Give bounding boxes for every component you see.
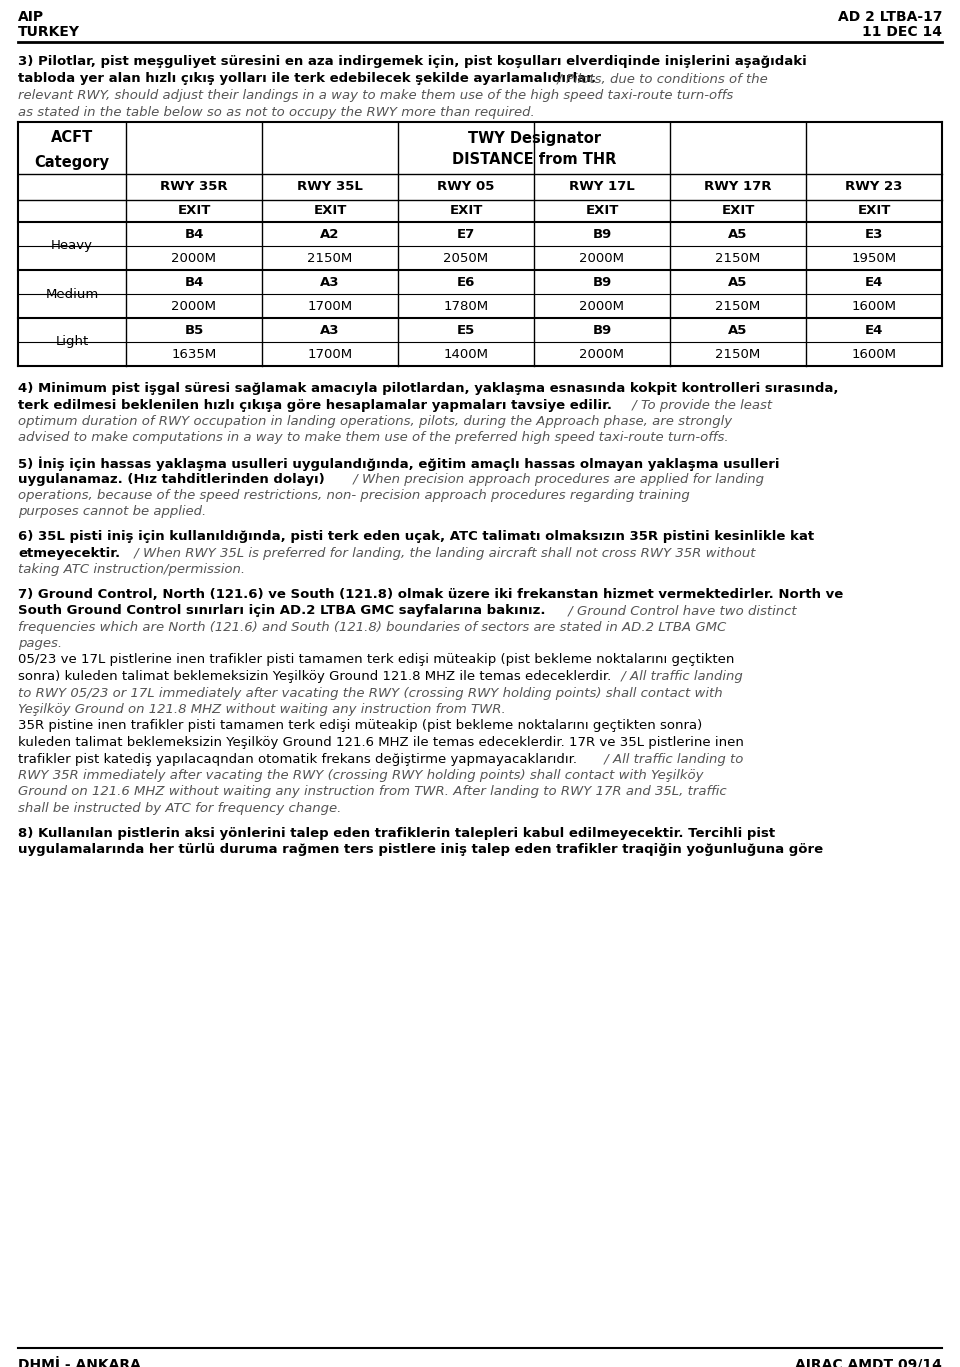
Text: 2150M: 2150M <box>307 252 352 264</box>
Text: 1700M: 1700M <box>307 299 352 313</box>
Text: 2150M: 2150M <box>715 299 760 313</box>
Text: EXIT: EXIT <box>857 205 891 217</box>
Text: EXIT: EXIT <box>178 205 210 217</box>
Text: / When RWY 35L is preferred for landing, the landing aircraft shall not cross RW: / When RWY 35L is preferred for landing,… <box>130 547 756 559</box>
Text: 7) Ground Control, North (121.6) ve South (121.8) olmak üzere iki frekanstan hiz: 7) Ground Control, North (121.6) ve Sout… <box>18 588 843 600</box>
Text: DISTANCE from THR: DISTANCE from THR <box>452 152 616 167</box>
Text: B9: B9 <box>592 227 612 241</box>
Text: AIRAC AMDT 09/14: AIRAC AMDT 09/14 <box>795 1357 942 1367</box>
Text: B9: B9 <box>592 324 612 336</box>
Text: / When precision approach procedures are applied for landing: / When precision approach procedures are… <box>349 473 764 485</box>
Text: A5: A5 <box>729 324 748 336</box>
Text: taking ATC instruction/permission.: taking ATC instruction/permission. <box>18 563 245 576</box>
Text: E3: E3 <box>865 227 883 241</box>
Text: 2150M: 2150M <box>715 347 760 361</box>
Text: 2000M: 2000M <box>172 252 217 264</box>
Text: Category: Category <box>35 154 109 170</box>
Text: / Ground Control have two distinct: / Ground Control have two distinct <box>564 604 797 617</box>
Text: 2000M: 2000M <box>580 299 625 313</box>
Text: Light: Light <box>56 335 88 349</box>
Text: TURKEY: TURKEY <box>18 25 80 40</box>
Text: uygulamalarında her türlü duruma rağmen ters pistlere iniş talep eden trafikler : uygulamalarında her türlü duruma rağmen … <box>18 843 823 856</box>
Text: 11 DEC 14: 11 DEC 14 <box>862 25 942 40</box>
Text: sonra) kuleden talimat beklemeksizin Yeşilköy Ground 121.8 MHZ ile temas edecekl: sonra) kuleden talimat beklemeksizin Yeş… <box>18 670 612 684</box>
Text: A3: A3 <box>321 276 340 288</box>
Text: DHMİ - ANKARA: DHMİ - ANKARA <box>18 1357 141 1367</box>
Text: E7: E7 <box>457 227 475 241</box>
Text: 2150M: 2150M <box>715 252 760 264</box>
Text: AIP: AIP <box>18 10 44 25</box>
Text: 6) 35L pisti iniş için kullanıldığında, pisti terk eden uçak, ATC talimatı olmak: 6) 35L pisti iniş için kullanıldığında, … <box>18 530 814 543</box>
Text: South Ground Control sınırları için AD.2 LTBA GMC sayfalarına bakınız.: South Ground Control sınırları için AD.2… <box>18 604 545 617</box>
Text: kuleden talimat beklemeksizin Yeşilköy Ground 121.6 MHZ ile temas edeceklerdir. : kuleden talimat beklemeksizin Yeşilköy G… <box>18 735 744 749</box>
Text: 1600M: 1600M <box>852 299 897 313</box>
Text: B9: B9 <box>592 276 612 288</box>
Text: 2000M: 2000M <box>580 252 625 264</box>
Text: 35R pistine inen trafikler pisti tamamen terk edişi müteakip (pist bekleme nokta: 35R pistine inen trafikler pisti tamamen… <box>18 719 703 733</box>
Text: Medium: Medium <box>45 287 99 301</box>
Text: E5: E5 <box>457 324 475 336</box>
Text: / All traffic landing to: / All traffic landing to <box>600 752 743 766</box>
Text: frequencies which are North (121.6) and South (121.8) boundaries of sectors are : frequencies which are North (121.6) and … <box>18 621 727 633</box>
Text: RWY 17R: RWY 17R <box>705 180 772 194</box>
Text: 2000M: 2000M <box>172 299 217 313</box>
Text: optimum duration of RWY occupation in landing operations, pilots, during the App: optimum duration of RWY occupation in la… <box>18 416 732 428</box>
Text: RWY 17L: RWY 17L <box>569 180 635 194</box>
Text: purposes cannot be applied.: purposes cannot be applied. <box>18 506 206 518</box>
Text: A3: A3 <box>321 324 340 336</box>
Text: B4: B4 <box>184 227 204 241</box>
Text: RWY 35L: RWY 35L <box>297 180 363 194</box>
Text: / Pilots, due to conditions of the: / Pilots, due to conditions of the <box>553 72 768 85</box>
Text: RWY 23: RWY 23 <box>846 180 902 194</box>
Text: 1780M: 1780M <box>444 299 489 313</box>
Text: shall be instructed by ATC for frequency change.: shall be instructed by ATC for frequency… <box>18 802 342 815</box>
Text: 4) Minimum pist işgal süresi sağlamak amacıyla pilotlardan, yaklaşma esnasında k: 4) Minimum pist işgal süresi sağlamak am… <box>18 381 838 395</box>
Text: EXIT: EXIT <box>721 205 755 217</box>
Text: 5) İniş için hassas yaklaşma usulleri uygulandığında, eğitim amaçlı hassas olmay: 5) İniş için hassas yaklaşma usulleri uy… <box>18 457 780 470</box>
Text: EXIT: EXIT <box>449 205 483 217</box>
Text: Heavy: Heavy <box>51 239 93 253</box>
Text: relevant RWY, should adjust their landings in a way to make them use of the high: relevant RWY, should adjust their landin… <box>18 89 733 103</box>
Text: 2050M: 2050M <box>444 252 489 264</box>
Text: E4: E4 <box>865 276 883 288</box>
Text: 1700M: 1700M <box>307 347 352 361</box>
Text: 2000M: 2000M <box>580 347 625 361</box>
Text: ACFT: ACFT <box>51 130 93 145</box>
Text: E4: E4 <box>865 324 883 336</box>
Text: advised to make computations in a way to make them use of the preferred high spe: advised to make computations in a way to… <box>18 432 729 444</box>
Text: 3) Pilotlar, pist meşguliyet süresini en aza indirgemek için, pist koşulları elv: 3) Pilotlar, pist meşguliyet süresini en… <box>18 55 806 68</box>
Text: trafikler pist katediş yapılacaqndan otomatik frekans değiştirme yapmayacaklarıd: trafikler pist katediş yapılacaqndan oto… <box>18 752 577 766</box>
Text: A5: A5 <box>729 227 748 241</box>
Text: tabloda yer alan hızlı çıkış yolları ile terk edebilecek şekilde ayarlamalıdırla: tabloda yer alan hızlı çıkış yolları ile… <box>18 72 596 85</box>
Text: TWY Designator: TWY Designator <box>468 130 601 145</box>
Text: 1600M: 1600M <box>852 347 897 361</box>
Text: as stated in the table below so as not to occupy the RWY more than required.: as stated in the table below so as not t… <box>18 107 535 119</box>
Text: 1635M: 1635M <box>172 347 217 361</box>
Text: EXIT: EXIT <box>586 205 618 217</box>
Text: etmeyecektir.: etmeyecektir. <box>18 547 120 559</box>
Text: Ground on 121.6 MHZ without waiting any instruction from TWR. After landing to R: Ground on 121.6 MHZ without waiting any … <box>18 786 727 798</box>
Text: 05/23 ve 17L pistlerine inen trafikler pisti tamamen terk edişi müteakip (pist b: 05/23 ve 17L pistlerine inen trafikler p… <box>18 653 734 667</box>
Text: pages.: pages. <box>18 637 62 649</box>
Text: operations, because of the speed restrictions, non- precision approach procedure: operations, because of the speed restric… <box>18 489 689 502</box>
Text: Yeşilköy Ground on 121.8 MHZ without waiting any instruction from TWR.: Yeşilköy Ground on 121.8 MHZ without wai… <box>18 703 506 716</box>
Text: / All traffic landing: / All traffic landing <box>617 670 743 684</box>
Text: EXIT: EXIT <box>313 205 347 217</box>
Text: RWY 35R immediately after vacating the RWY (crossing RWY holding points) shall c: RWY 35R immediately after vacating the R… <box>18 770 704 782</box>
Text: 1400M: 1400M <box>444 347 489 361</box>
Text: 8) Kullanılan pistlerin aksi yönlerini talep eden trafiklerin talepleri kabul ed: 8) Kullanılan pistlerin aksi yönlerini t… <box>18 827 775 839</box>
Text: terk edilmesi beklenilen hızlı çıkışa göre hesaplamalar yapmaları tavsiye edilir: terk edilmesi beklenilen hızlı çıkışa gö… <box>18 399 612 411</box>
Text: AD 2 LTBA-17: AD 2 LTBA-17 <box>837 10 942 25</box>
Text: uygulanamaz. (Hız tahditlerinden dolayı): uygulanamaz. (Hız tahditlerinden dolayı) <box>18 473 324 485</box>
Text: to RWY 05/23 or 17L immediately after vacating the RWY (crossing RWY holding poi: to RWY 05/23 or 17L immediately after va… <box>18 686 723 700</box>
Text: RWY 35R: RWY 35R <box>160 180 228 194</box>
Text: RWY 05: RWY 05 <box>438 180 494 194</box>
Text: B5: B5 <box>184 324 204 336</box>
Text: A2: A2 <box>321 227 340 241</box>
Text: 1950M: 1950M <box>852 252 897 264</box>
Text: B4: B4 <box>184 276 204 288</box>
Text: E6: E6 <box>457 276 475 288</box>
Text: / To provide the least: / To provide the least <box>628 399 772 411</box>
Text: A5: A5 <box>729 276 748 288</box>
